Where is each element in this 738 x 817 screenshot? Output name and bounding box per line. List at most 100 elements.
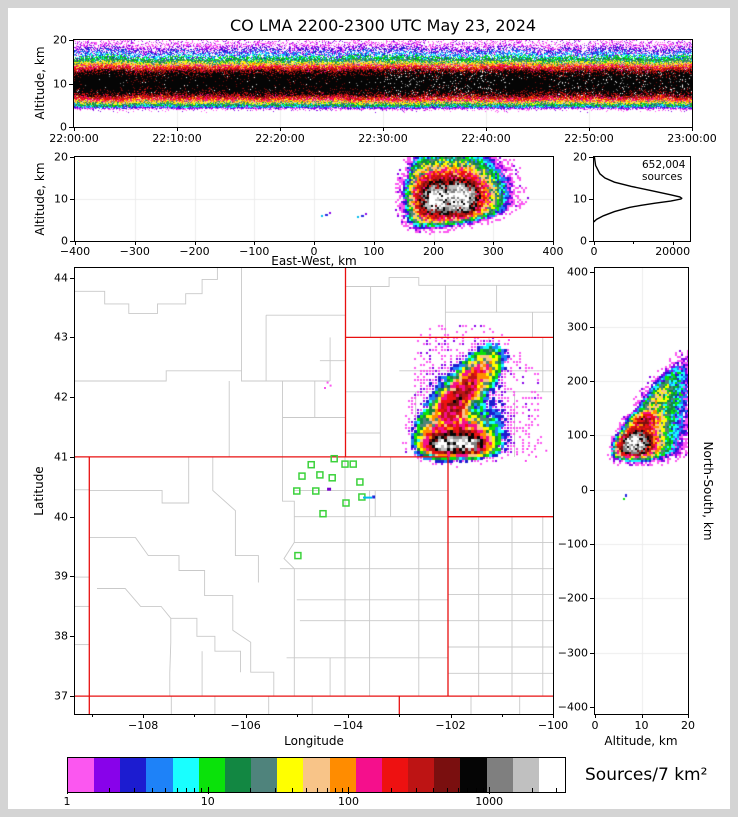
axis-tick-label: 22:20:00 [255,132,305,145]
north-south-panel [594,267,689,715]
tick-mark [70,576,74,578]
colorbar-segment [198,758,226,792]
station-marker [330,454,338,463]
tick-mark [194,241,196,245]
tick-mark [69,40,73,41]
altitude-distribution-line [594,157,683,223]
tick-mark [109,788,111,792]
axis-tick-label: 0 [60,120,67,134]
tick-mark [165,788,167,792]
colorbar-label: Sources/7 km² [585,765,708,785]
tick-mark [143,714,145,718]
axis-tick-label: 10 [573,192,587,206]
station-marker [328,474,336,482]
tick-mark [692,127,693,131]
tick-mark [590,706,594,708]
tick-mark [590,326,594,328]
axis-tick-label: −102 [435,719,466,732]
east-west-xlabel: East-West, km [271,254,357,268]
tick-mark [633,241,635,244]
tick-mark [590,489,594,491]
tick-mark [482,788,484,792]
colorbar-segment [408,758,435,792]
axis-tick-label: 300 [567,320,588,334]
station-marker [293,487,301,495]
north-south-xlabel: Altitude, km [604,734,678,748]
tick-mark [70,636,74,638]
source-count-annotation: 652,004 sources [642,159,686,183]
tick-mark [595,714,596,718]
tick-mark [348,787,350,794]
tick-mark [486,127,487,131]
axis-tick-label: 22:50:00 [564,132,614,145]
north-south-heatmap [595,268,688,714]
tick-mark [69,83,73,85]
tick-mark [326,788,328,792]
axis-tick-label: 100 [567,428,588,442]
axis-tick-label: 10 [53,77,67,90]
tick-mark [176,788,178,792]
colorbar-segment [251,758,278,792]
tick-mark [280,127,281,131]
time-height-ylabel: Altitude, km [33,46,47,120]
tick-mark [531,788,533,792]
colorbar-segment [303,758,331,792]
axis-tick-label: 400 [567,265,588,279]
station-marker [307,460,315,469]
small-flash-marks [324,339,548,499]
station-marker [349,460,357,468]
tick-mark [67,787,68,794]
tick-mark [70,241,74,242]
tick-mark [134,788,136,792]
tick-mark [292,788,294,792]
axis-tick-label: 20 [681,719,695,732]
axis-tick-label: −104 [332,719,364,732]
colorbar-segment [538,758,566,792]
tick-mark [556,788,558,792]
station-marker [319,509,327,518]
plan-view-heatmap [75,268,553,714]
station-marker [294,551,302,560]
tick-mark [254,241,256,245]
axis-tick-label: 20 [53,33,67,47]
tick-mark [433,788,435,792]
tick-mark [590,435,594,437]
east-west-panel [74,156,554,242]
axis-tick-label: 43 [54,330,68,344]
station-marker [356,478,364,486]
plan-view-ylabel: Latitude [32,466,46,516]
colorbar-segment [146,758,174,792]
axis-tick-label: 0 [591,719,599,732]
colorbar [67,757,566,793]
tick-mark [589,241,593,242]
tick-mark [348,714,350,718]
tick-mark [589,199,593,200]
tick-mark [91,714,93,717]
axis-tick-label: 22:30:00 [358,132,408,145]
figure-canvas: CO LMA 2200-2300 UTC May 23, 2024 Altitu… [8,8,730,809]
tick-mark [274,788,276,792]
tick-mark [672,241,674,245]
colorbar-segment [434,758,461,792]
tick-mark [450,714,452,718]
tick-mark [553,714,554,718]
axis-tick-label: 20 [573,150,587,164]
station-marker [342,499,350,507]
tick-mark [70,397,74,399]
plan-view-panel [74,267,554,715]
station-marker [316,471,324,479]
tick-mark [151,788,153,792]
tick-mark [589,127,590,131]
altitude-histogram-curve [594,157,683,223]
colorbar-segment [224,758,252,792]
axis-tick-label: 10 [200,795,215,808]
colorbar-segment [94,758,121,792]
tick-mark [457,788,459,792]
tick-mark [590,652,594,654]
tick-mark [446,788,448,792]
tick-mark [399,714,401,717]
plot-title: CO LMA 2200-2300 UTC May 23, 2024 [229,16,537,35]
tick-mark [317,788,319,792]
state-borders [75,268,553,714]
axis-tick-label: 0 [310,245,318,258]
